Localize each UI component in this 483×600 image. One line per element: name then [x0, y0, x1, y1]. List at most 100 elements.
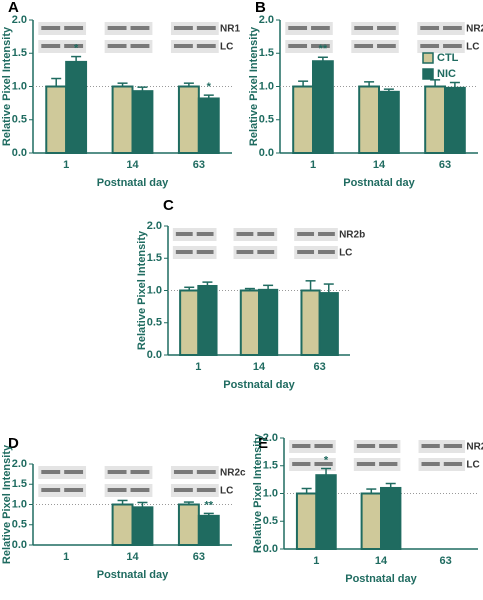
x-tick-label: 1 — [195, 361, 201, 373]
blot-band — [292, 462, 311, 466]
blot-image — [170, 40, 219, 53]
blot-image — [289, 458, 336, 471]
bar — [197, 514, 220, 547]
y-tick-label: 1.5 — [263, 460, 278, 472]
blot-band — [41, 26, 61, 30]
significance-mark: * — [207, 81, 212, 93]
blot-image — [353, 458, 401, 471]
blot-label: LC — [220, 42, 233, 53]
bar — [45, 85, 68, 154]
bar — [380, 486, 402, 551]
bar — [295, 492, 318, 550]
bar — [131, 90, 154, 154]
y-tick-label: 1.0 — [263, 487, 278, 499]
blot-label: NR2a — [466, 24, 483, 35]
blot-band — [236, 250, 254, 254]
blot-band — [196, 26, 216, 30]
blot-image — [38, 40, 87, 53]
blot-band — [356, 462, 376, 466]
blot-band — [41, 470, 61, 474]
legend-swatch — [422, 68, 434, 80]
blot-band — [196, 488, 216, 492]
x-tick-label: 14 — [373, 159, 386, 171]
bar — [179, 289, 200, 356]
legend-label: NIC — [437, 68, 456, 80]
blot-band — [64, 488, 84, 492]
y-axis-label: Relative Pixel Intensity — [1, 444, 13, 564]
panel-letter: D — [8, 435, 19, 452]
x-tick-label: 1 — [310, 159, 316, 171]
blot-band — [379, 462, 398, 466]
blot-label: NR2b — [339, 230, 365, 241]
panel-letter: E — [258, 435, 268, 452]
y-tick-label: 2.0 — [12, 458, 27, 470]
x-tick-label: 63 — [440, 555, 452, 567]
y-tick-label: 0.5 — [259, 114, 274, 126]
blot-band — [196, 250, 214, 254]
blot-band — [354, 44, 374, 48]
blot-image — [353, 440, 401, 453]
blot-image — [170, 466, 219, 479]
blot-image — [351, 40, 399, 53]
blot-image — [417, 22, 465, 35]
blot-band — [292, 444, 311, 448]
blot-band — [288, 26, 308, 30]
legend-label: CTL — [437, 52, 459, 64]
x-tick-label: 14 — [126, 159, 139, 171]
x-tick-label: 1 — [63, 551, 69, 563]
significance-mark: ** — [205, 499, 214, 511]
blot-band — [318, 232, 335, 236]
x-tick-label: 14 — [253, 361, 266, 373]
blot-band — [41, 488, 61, 492]
blot-band — [288, 44, 308, 48]
blot-image — [285, 40, 333, 53]
blot-band — [173, 44, 193, 48]
blot-label: LC — [339, 248, 352, 259]
bar — [300, 289, 321, 356]
blot-image — [233, 228, 278, 241]
bar — [131, 506, 154, 546]
panel-letter: C — [163, 197, 174, 214]
blot-image — [38, 466, 87, 479]
blot-image — [417, 40, 465, 53]
blot-image — [104, 22, 153, 35]
blot-image — [104, 40, 153, 53]
blot-band — [297, 232, 315, 236]
blot-image — [104, 484, 153, 497]
x-tick-label: 63 — [193, 551, 205, 563]
blot-image — [170, 484, 219, 497]
y-tick-label: 0.0 — [12, 539, 27, 551]
blot-band — [196, 232, 214, 236]
x-tick-label: 63 — [439, 159, 451, 171]
blot-band — [130, 470, 150, 474]
y-axis-label: Relative Pixel Intensity — [252, 433, 264, 553]
bar — [358, 85, 381, 154]
x-tick-label: 1 — [313, 555, 319, 567]
y-tick-label: 0.0 — [263, 543, 278, 555]
blot-band — [196, 44, 216, 48]
bar — [360, 492, 383, 550]
blot-band — [107, 26, 127, 30]
blot-band — [236, 232, 254, 236]
blot-image — [418, 458, 466, 471]
bar — [378, 90, 400, 154]
blot-band — [41, 44, 61, 48]
y-tick-label: 1.5 — [12, 47, 27, 59]
blot-band — [130, 44, 150, 48]
blot-image — [294, 246, 338, 259]
bar — [177, 85, 200, 154]
bar — [424, 85, 447, 154]
y-tick-label: 1.0 — [259, 80, 274, 92]
y-axis-label: Relative Pixel Intensity — [248, 26, 260, 146]
blot-band — [297, 250, 315, 254]
bar — [197, 284, 218, 356]
significance-mark: * — [324, 454, 329, 466]
y-tick-label: 2.0 — [259, 14, 274, 26]
panel-letter: B — [255, 0, 266, 16]
bar — [177, 503, 200, 546]
blot-label: NR2c — [220, 468, 246, 479]
bar — [258, 288, 279, 357]
blot-band — [64, 44, 84, 48]
blot-band — [107, 488, 127, 492]
blot-band — [421, 444, 440, 448]
